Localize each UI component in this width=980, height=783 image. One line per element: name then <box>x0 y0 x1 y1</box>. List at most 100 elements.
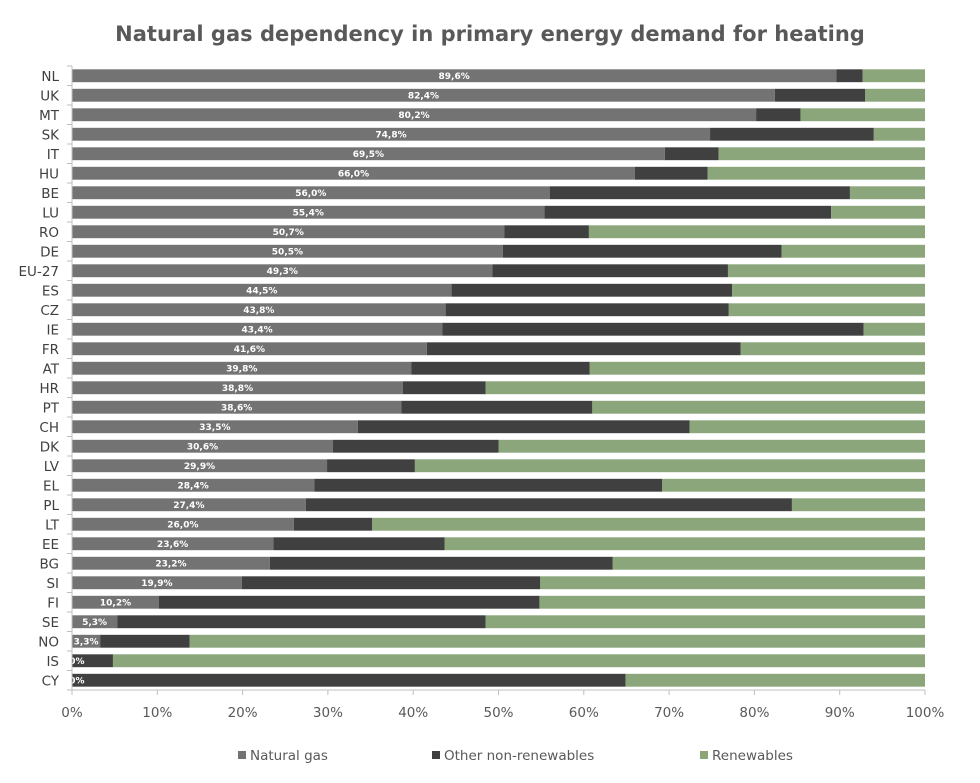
bar-se-other-non-renewables <box>117 615 486 629</box>
y-tick-label: FR <box>42 342 59 358</box>
legend-swatch-renewables <box>700 751 708 759</box>
bar-bg-renewables <box>612 556 925 570</box>
bar-hr-other-non-renewables <box>402 381 486 395</box>
y-axis: NL UK MT SK IT HU BE LU RO DE EU-27 ES CZ IE FR AT HR PT C… <box>19 65 73 691</box>
y-tick-label: ES <box>42 283 59 299</box>
data-label: 28,4% <box>178 482 209 492</box>
bar-be-renewables <box>849 186 925 200</box>
bar-ch-other-non-renewables <box>357 420 690 434</box>
bar-cy-other-non-renewables <box>72 673 626 687</box>
bar-cy-renewables <box>625 673 925 687</box>
bar-ie-renewables <box>863 322 925 336</box>
data-label: 23,2% <box>155 560 186 570</box>
data-label: 50,5% <box>272 248 303 258</box>
y-tick-label: RO <box>39 225 59 241</box>
data-label: 43,4% <box>241 326 272 336</box>
bar-lv-other-non-renewables <box>327 459 415 473</box>
bar-ch-renewables <box>689 420 925 434</box>
bar-lu-other-non-renewables <box>544 205 832 219</box>
y-tick-label: AT <box>43 361 60 377</box>
data-label: 33,5% <box>199 423 230 433</box>
bar-fr-renewables <box>740 342 925 356</box>
legend: Natural gas Other non-renewables Renewable… <box>238 748 793 764</box>
data-label: 39,8% <box>226 365 257 375</box>
bar-pt-other-non-renewables <box>401 400 593 414</box>
bar-lu-natural-gas <box>72 205 545 219</box>
bar-cz-other-non-renewables <box>445 303 729 317</box>
y-tick-label: PL <box>43 498 59 514</box>
data-label: 3,3% <box>74 638 99 648</box>
bar-si-renewables <box>540 576 925 590</box>
y-tick-label: HU <box>39 166 59 182</box>
bar-pl-natural-gas <box>72 498 306 512</box>
x-tick-label: 60% <box>569 705 599 721</box>
bar-ro-renewables <box>588 225 925 239</box>
bar-nl-renewables <box>862 69 925 83</box>
x-tick-label: 30% <box>313 705 343 721</box>
data-label: 89,6% <box>439 72 470 82</box>
bar-ro-other-non-renewables <box>504 225 589 239</box>
y-tick-label: LT <box>45 517 60 533</box>
bar-dk-other-non-renewables <box>333 439 499 453</box>
bar-cz-renewables <box>728 303 925 317</box>
bar-it-natural-gas <box>72 147 665 161</box>
data-label: 26,0% <box>167 521 198 531</box>
legend-label: Renewables <box>712 748 793 764</box>
y-tick-label: BG <box>40 556 60 572</box>
bar-mt-natural-gas <box>72 108 757 122</box>
y-tick-label: IT <box>47 147 60 163</box>
y-tick-label: FI <box>47 595 59 611</box>
bar-at-other-non-renewables <box>411 361 590 375</box>
data-label: 56,0% <box>295 189 326 199</box>
bar-lt-other-non-renewables <box>293 517 373 531</box>
data-label: 55,4% <box>293 209 324 219</box>
x-tick-label: 40% <box>398 705 428 721</box>
bar-ee-natural-gas <box>72 537 274 551</box>
bar-lu-renewables <box>831 205 925 219</box>
x-tick-label: 20% <box>228 705 258 721</box>
bar-hr-natural-gas <box>72 381 403 395</box>
legend-label: Other non-renewables <box>444 748 594 764</box>
bar-cz-natural-gas <box>72 303 446 317</box>
x-tick-label: 0% <box>61 705 83 721</box>
bar-mt-renewables <box>800 108 925 122</box>
data-label: 82,4% <box>408 92 439 102</box>
bar-ch-natural-gas <box>72 420 358 434</box>
bar-eu-27-natural-gas <box>72 264 493 278</box>
y-tick-label: BE <box>41 186 59 202</box>
data-label: 43,8% <box>243 306 274 316</box>
bar-ee-renewables <box>444 537 925 551</box>
y-tick-label: NL <box>41 69 59 85</box>
y-tick-label: DK <box>40 439 60 455</box>
bar-el-other-non-renewables <box>314 478 663 492</box>
bar-be-natural-gas <box>72 186 550 200</box>
bar-es-other-non-renewables <box>451 283 733 297</box>
bar-hr-renewables <box>485 381 925 395</box>
data-label: 69,5% <box>353 150 384 160</box>
bar-ee-other-non-renewables <box>273 537 445 551</box>
data-label: 41,6% <box>234 345 265 355</box>
data-label: 80,2% <box>398 111 429 121</box>
bar-eu-27-renewables <box>727 264 925 278</box>
data-label: 66,0% <box>338 170 369 180</box>
legend-swatch-natural-gas <box>238 751 246 759</box>
bar-lv-renewables <box>414 459 925 473</box>
x-axis: 0% 10% 20% 30% 40% 50% 60% 70% 80% 90% 100% <box>61 689 944 721</box>
y-tick-label: IS <box>46 654 59 670</box>
y-tick-label: HR <box>39 381 59 397</box>
y-tick-label: IE <box>46 322 59 338</box>
bar-sk-natural-gas <box>72 127 711 141</box>
bar-sk-renewables <box>873 127 925 141</box>
bar-pl-renewables <box>791 498 925 512</box>
x-tick-label: 70% <box>654 705 684 721</box>
data-label: 10,2% <box>100 599 131 609</box>
bar-ro-natural-gas <box>72 225 505 239</box>
bar-hu-renewables <box>707 166 925 180</box>
bar-no-natural-gas <box>72 634 101 648</box>
bar-sk-other-non-renewables <box>710 127 874 141</box>
bar-ie-other-non-renewables <box>442 322 864 336</box>
data-label: 30,6% <box>187 443 218 453</box>
data-label: 74,8% <box>375 131 406 141</box>
y-tick-label: SK <box>42 127 61 143</box>
